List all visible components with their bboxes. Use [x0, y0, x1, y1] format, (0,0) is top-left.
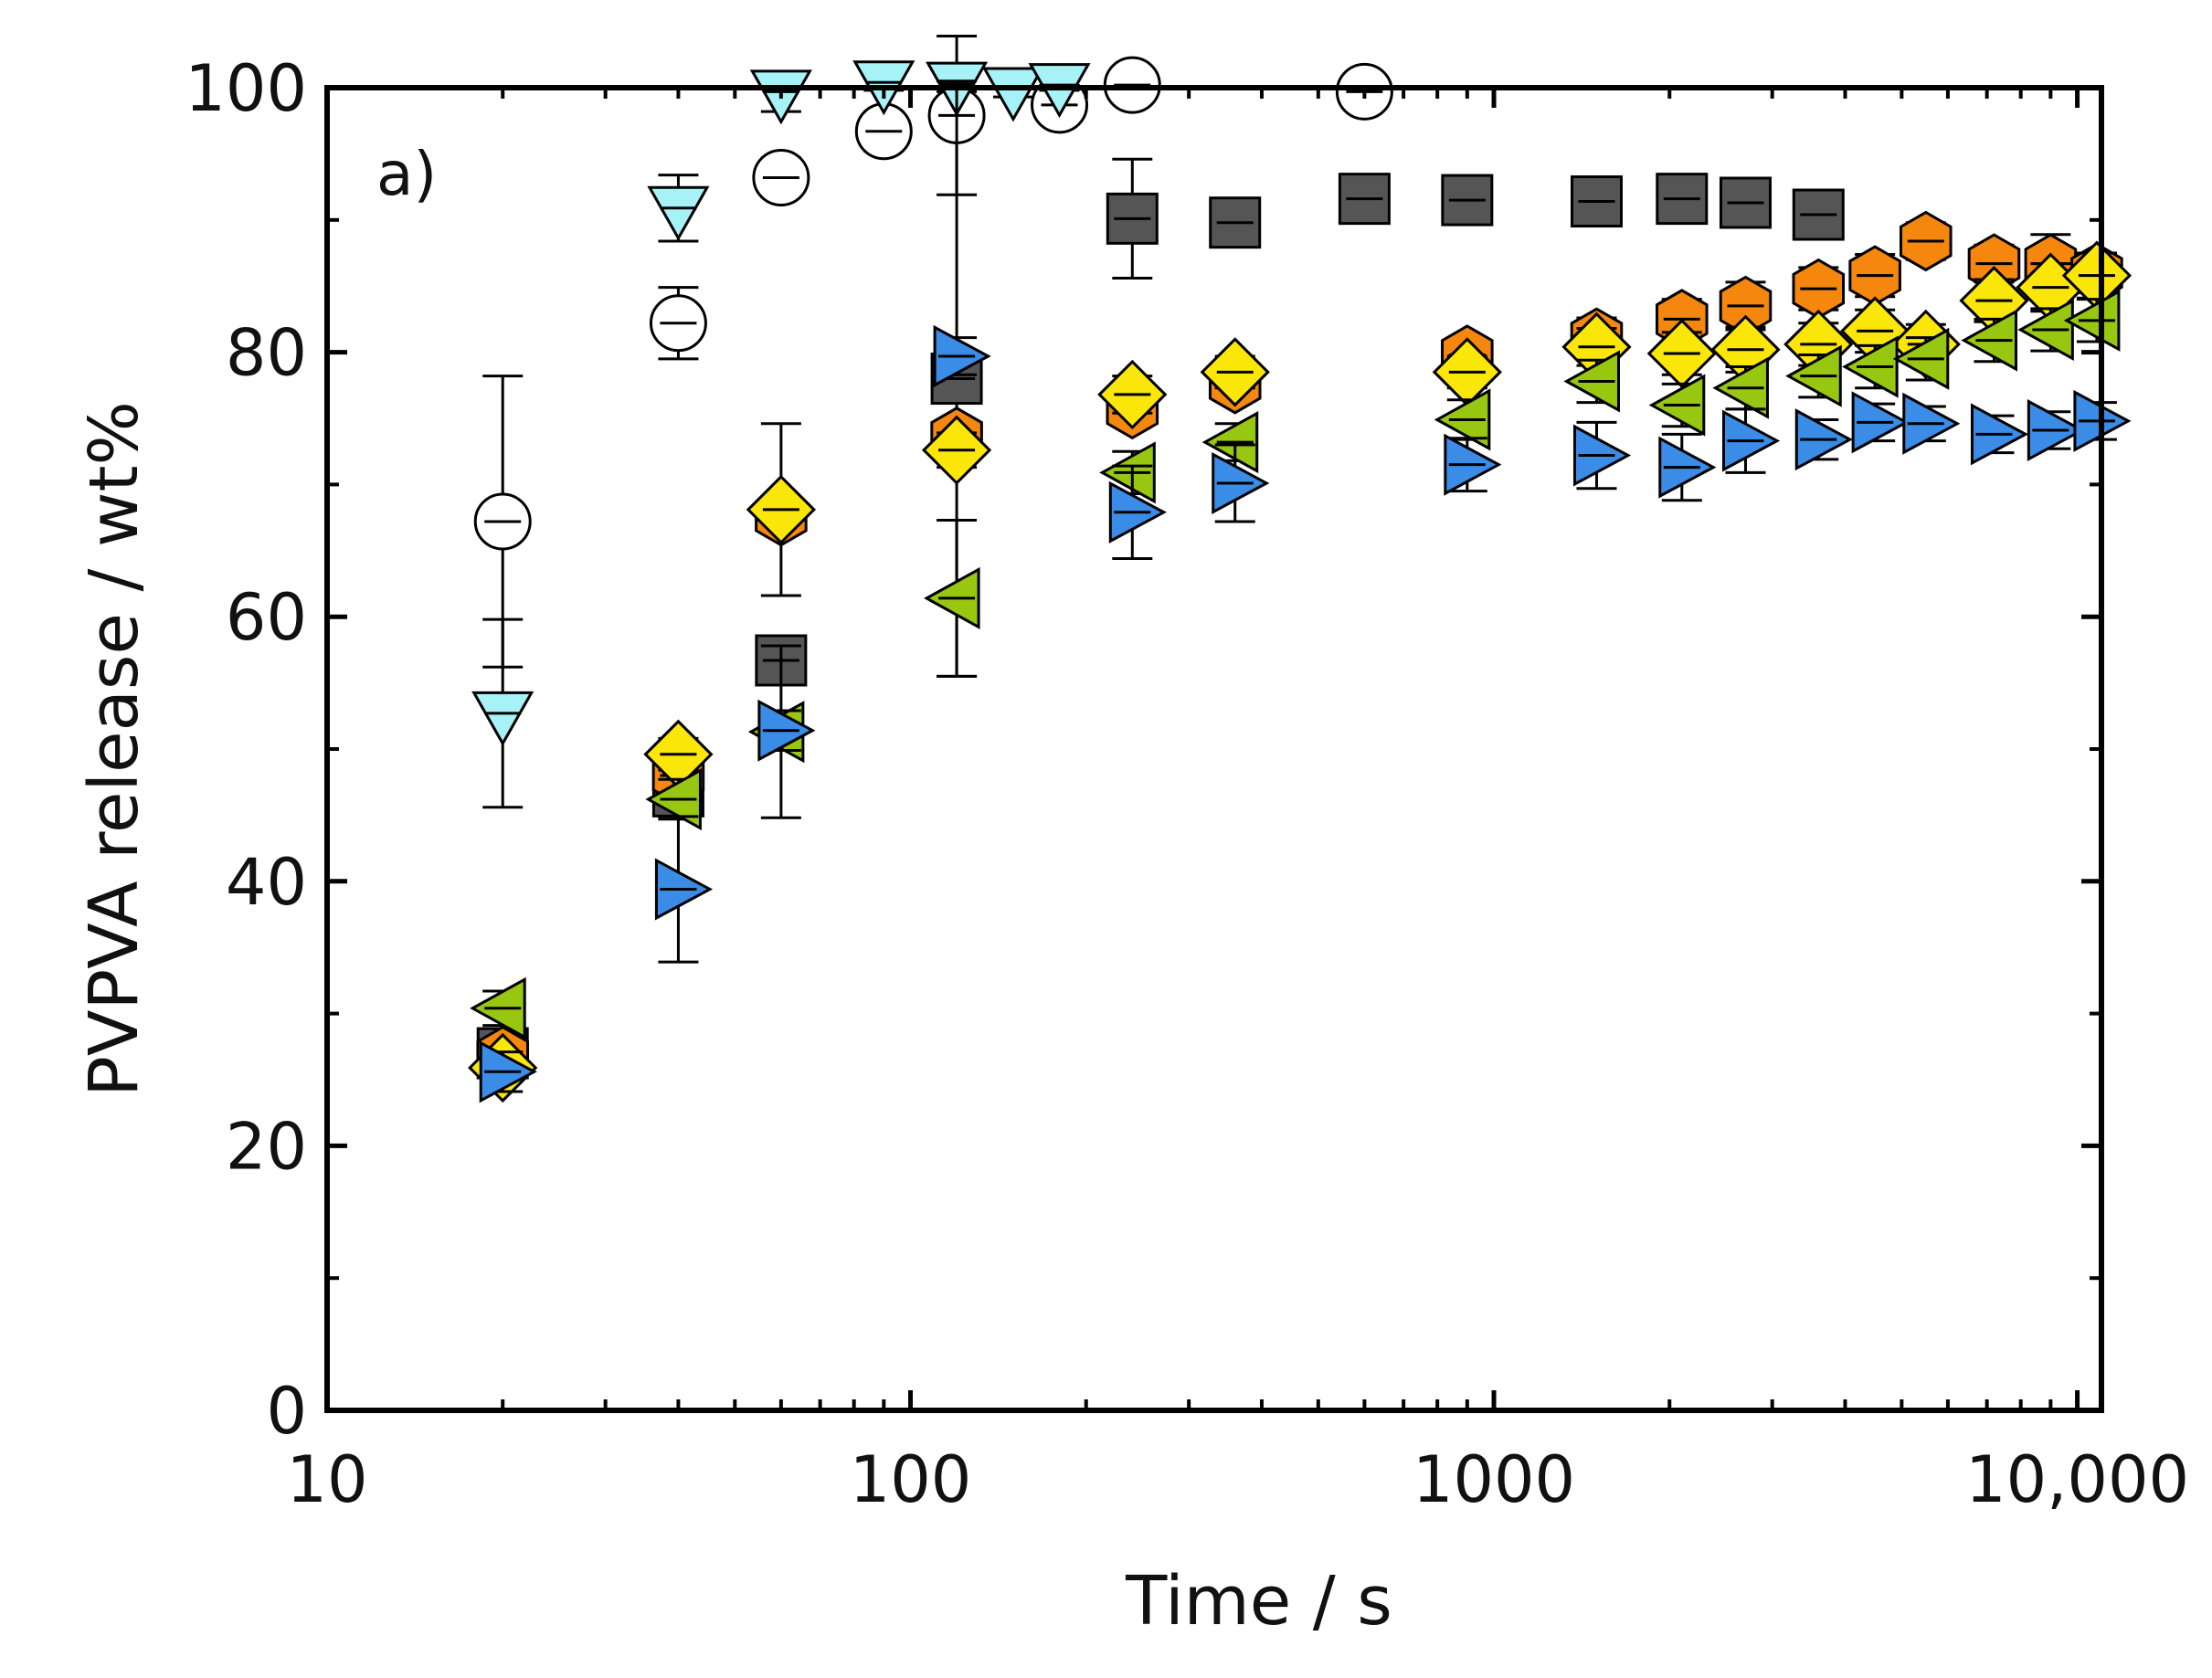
y-tick-label: 20: [226, 1109, 307, 1184]
series-square: [476, 79, 1845, 1080]
x-tick-label: 100: [850, 1442, 972, 1517]
data-point-triangle-down: [471, 691, 534, 746]
y-tick-label: 0: [266, 1374, 307, 1449]
y-tick-label: 80: [226, 316, 307, 391]
y-tick-label: 40: [226, 845, 307, 920]
x-tick-label: 10,000: [1965, 1442, 2189, 1517]
x-tick-label: 10: [286, 1442, 367, 1517]
tick-layer: [324, 85, 2101, 1413]
marker-layer: [468, 35, 2133, 1103]
y-axis-title: PVPVA release / wt%: [75, 401, 153, 1097]
y-tick-label: 100: [185, 51, 307, 126]
panel-label: a): [376, 139, 437, 209]
tick-label-layer: 10 100 1000 10,000 0 20 40 60 80 100: [185, 51, 2189, 1517]
x-axis-title: Time / s: [1125, 1562, 1392, 1641]
y-tick-label: 60: [226, 580, 307, 655]
data-point-triangle-down: [647, 185, 710, 241]
x-tick-label: 1000: [1413, 1442, 1575, 1517]
data-point-triangle-down: [981, 67, 1045, 122]
